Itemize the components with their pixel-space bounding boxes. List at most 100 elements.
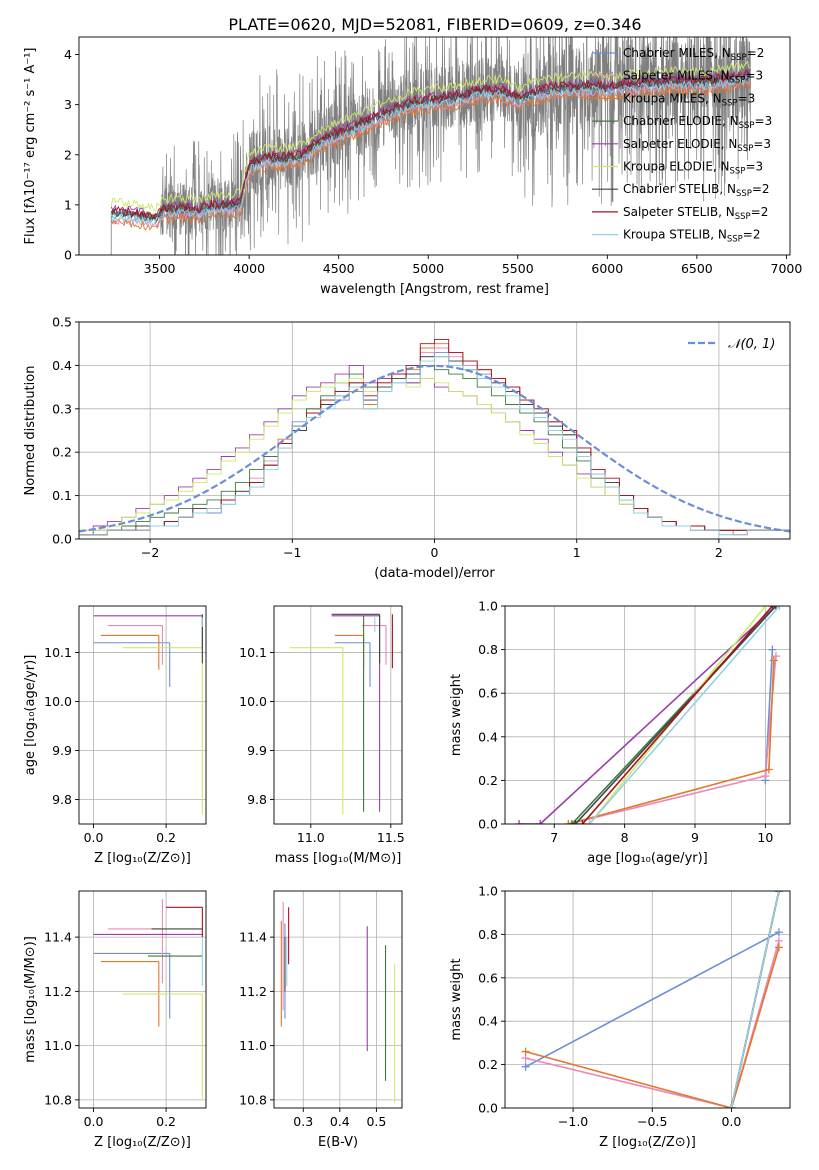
mass-vs-ebv-plot-area — [280, 901, 396, 1103]
spectrum-legend: Chabrier MILES, NSSP=2 Salpeter MILES, NS… — [592, 46, 772, 245]
figure-title: PLATE=0620, MJD=52081, FIBERID=0609, z=0… — [228, 15, 641, 34]
weight-vs-age-frame: 7 8 9 10 0.0 0.2 0.4 0.6 0.8 1.0 age [log₁₀(age/yr… — [449, 599, 791, 866]
age-vs-mass-ytick-label: 9.9 — [247, 743, 267, 758]
spectrum-legend-label-chabrier-miles: Chabrier MILES, NSSP=2 — [623, 46, 764, 63]
mass-vs-z-ytick-label: 11.2 — [44, 984, 72, 999]
weight-vs-age-marker-chabrier-stelib — [771, 606, 780, 610]
age-vs-z-frame: 0.0 0.2 9.8 9.9 10.0 10.1 Z [log₁₀(Z/Z⊙)] age [… — [23, 605, 207, 866]
weight-vs-z-frame: −1.0 −0.5 0.0 0.0 0.2 0.4 0.6 0.8 1.0 Z [log₁₀(Z/… — [449, 884, 791, 1150]
residuals-xtick-label: 2 — [715, 545, 723, 560]
weight-vs-z-ytick-label: 0.6 — [478, 970, 498, 985]
age-vs-mass-axes — [274, 606, 402, 824]
weight-vs-age-marker-kroupa-miles — [769, 656, 778, 665]
spectrum-legend-label-salpeter-miles: Salpeter MILES, NSSP=3 — [623, 69, 763, 86]
mass-vs-z-ytick-label: 11.4 — [44, 930, 72, 945]
weight-vs-z-spines — [504, 890, 791, 1109]
mass-vs-z-xlabel: Z [log₁₀(Z/Z⊙)] — [94, 1135, 191, 1150]
mass-vs-z-ytick-label: 11.0 — [44, 1038, 72, 1053]
mass-vs-z-plot-area — [93, 899, 203, 1100]
residuals-hist-kroupa-stelib — [79, 356, 790, 539]
age-vs-z-point-kroupa-elodie — [122, 647, 203, 815]
spectrum-ytick-label: 0 — [64, 248, 72, 263]
weight-vs-age-xtick-label: 7 — [550, 830, 558, 845]
mass-vs-ebv-xlabel: E(B-V) — [318, 1135, 358, 1150]
age-vs-mass-xlabel: mass [log₁₀(M/M⊙)] — [275, 851, 402, 866]
weight-vs-age-line-salpeter-stelib — [581, 606, 774, 824]
mass-vs-z-ytick-label: 10.8 — [44, 1092, 72, 1107]
age-vs-mass-xtick-label: 11.5 — [377, 830, 405, 845]
spectrum-xtick-label: 5000 — [412, 261, 444, 276]
weight-vs-age-line-kroupa-stelib — [588, 606, 781, 824]
age-vs-mass-point-kroupa-elodie — [290, 647, 344, 815]
residuals-xtick-label: 0 — [431, 545, 439, 560]
weight-vs-z-plot-area — [521, 891, 783, 1108]
spectrum-model-kroupa-stelib — [110, 75, 751, 227]
weight-vs-age-ylabel: mass weight — [449, 674, 464, 756]
age-vs-z-spines — [78, 605, 207, 825]
age-vs-z-ytick-label: 9.9 — [52, 743, 72, 758]
mass-vs-ebv-frame: 0.3 0.4 0.5 10.8 11.0 11.2 11.4 E(B-V) — [239, 890, 403, 1150]
weight-vs-z-ylabel: mass weight — [449, 958, 464, 1040]
age-vs-mass-point-chabrier-stelib — [331, 613, 381, 664]
weight-vs-age-marker-kroupa-miles — [564, 820, 573, 824]
weight-vs-age-marker-salpeter-elodie — [536, 820, 545, 824]
residuals-xtick-label: −1 — [283, 545, 301, 560]
spectrum-xtick-label: 4500 — [323, 261, 355, 276]
mass-vs-ebv-axes — [274, 891, 402, 1108]
weight-vs-age-marker-salpeter-elodie — [515, 820, 524, 824]
spectrum-ytick-label: 3 — [64, 97, 72, 112]
weight-vs-age-ytick-label: 1.0 — [478, 599, 498, 614]
spectrum-legend-label-kroupa-stelib: Kroupa STELIB, NSSP=2 — [623, 228, 761, 245]
weight-vs-age-marker-chabrier-elodie — [567, 820, 576, 824]
age-vs-mass-spines — [273, 605, 403, 825]
age-vs-z-ytick-label: 9.8 — [52, 792, 72, 807]
age-vs-z-point-salpeter-miles — [108, 625, 164, 665]
weight-vs-z-xtick-label: 0.0 — [721, 1114, 741, 1129]
weight-vs-age-xtick-label: 10 — [757, 830, 773, 845]
spectrum-ylabel: Flux [fλ10⁻¹⁷ erg cm⁻² s⁻¹ A⁻¹] — [23, 48, 38, 245]
weight-vs-age-ytick-label: 0.8 — [478, 642, 498, 657]
age-vs-z-xtick-label: 0.0 — [84, 830, 104, 845]
spectrum-xlabel: wavelength [Angstrom, rest frame] — [320, 282, 549, 297]
residuals-ylabel: Normed distribution — [23, 366, 38, 496]
mass-vs-z-frame: 0.0 0.2 10.8 11.0 11.2 11.4 Z [log₁₀(Z/Z⊙)] mas… — [23, 890, 207, 1150]
spectrum-model-salpeter-elodie — [110, 67, 751, 219]
spectrum-legend-label-chabrier-stelib: Chabrier STELIB, NSSP=2 — [623, 182, 770, 199]
weight-vs-z-marker-kroupa-stelib — [727, 1104, 736, 1108]
age-vs-z-xtick-label: 0.2 — [156, 830, 176, 845]
spectrum-frame: 3500 4000 4500 5000 5500 6000 6500 7000 0 1 2 3 4 wav… — [23, 36, 802, 297]
weight-vs-age-marker-kroupa-stelib — [775, 606, 784, 610]
weight-vs-z-xtick-label: −0.5 — [637, 1114, 667, 1129]
residuals-axes — [79, 321, 790, 540]
residuals-ytick-label: 0.2 — [52, 445, 72, 460]
age-vs-mass-ytick-label: 9.8 — [247, 792, 267, 807]
weight-vs-age-line-chabrier-stelib — [574, 606, 777, 824]
age-vs-mass-xtick-label: 11.0 — [297, 830, 325, 845]
weight-vs-z-ytick-label: 0.0 — [478, 1101, 498, 1116]
residuals-legend-label: 𝒩(0, 1) — [728, 337, 775, 352]
age-vs-z-ylabel: age [log₁₀(age/yr)] — [23, 655, 38, 776]
spectrum-ytick-label: 4 — [64, 47, 72, 62]
age-vs-z-ytick-label: 10.1 — [44, 645, 72, 660]
spectrum-axes — [110, 37, 751, 255]
weight-vs-z-marker-chabrier-miles — [774, 928, 783, 937]
mass-vs-z-xtick-label: 0.2 — [156, 1114, 176, 1129]
weight-vs-z-line-salpeter-miles — [525, 940, 780, 1108]
residuals-ytick-label: 0.5 — [52, 315, 72, 330]
weight-vs-z-ytick-label: 0.2 — [478, 1057, 498, 1072]
age-vs-z-plot-area — [93, 614, 203, 815]
residuals-ytick-label: 0.3 — [52, 401, 72, 416]
weight-vs-age-marker-chabrier-miles — [768, 645, 777, 654]
weight-vs-age-marker-kroupa-elodie — [761, 606, 770, 610]
mass-vs-ebv-xtick-label: 0.5 — [366, 1114, 386, 1129]
weight-vs-age-marker-salpeter-miles — [771, 652, 780, 661]
spectrum-spines — [78, 36, 791, 256]
spectrum-xtick-label: 5500 — [502, 261, 534, 276]
mass-vs-ebv-ytick-label: 10.8 — [239, 1092, 267, 1107]
residuals-ytick-label: 0.1 — [52, 488, 72, 503]
residuals-plot-area — [79, 338, 790, 539]
weight-vs-age-ytick-label: 0.0 — [478, 817, 498, 832]
weight-vs-z-ytick-label: 0.8 — [478, 927, 498, 942]
weight-vs-age-ytick-label: 0.4 — [478, 729, 498, 744]
